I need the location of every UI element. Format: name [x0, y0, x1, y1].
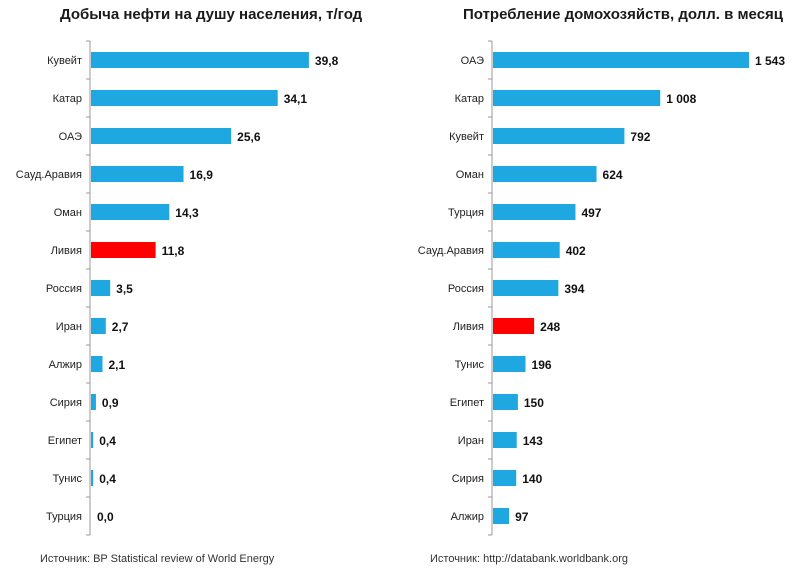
category-label: Иран [458, 435, 484, 447]
source-note: Источник: http://databank.worldbank.org [430, 553, 628, 565]
bar [91, 318, 106, 334]
category-label: Алжир [451, 511, 484, 523]
bar [91, 394, 96, 410]
bar [91, 242, 156, 258]
bar-chart-household-consumption: ОАЭ 1 543 Катар 1 008 Кувейт 792 Оман 624 Турция… [418, 40, 785, 536]
bar [493, 128, 625, 144]
category-label: Тунис [455, 359, 485, 371]
bar [493, 90, 661, 106]
bar [493, 166, 597, 182]
chart-title: Потребление домохозяйств, долл. в месяц [463, 6, 784, 23]
chart-title: Добыча нефти на душу населения, т/год [60, 6, 363, 23]
category-label: Алжир [49, 359, 82, 371]
value-label: 143 [523, 434, 543, 448]
category-label: Сауд.Аравия [418, 245, 484, 257]
value-label: 3,5 [116, 282, 133, 296]
bar [91, 204, 170, 220]
value-label: 624 [603, 168, 623, 182]
value-label: 394 [564, 282, 584, 296]
category-label: Турция [448, 207, 484, 219]
bar [493, 204, 576, 220]
bar-chart-oil-production: Кувейт 39,8 Катар 34,1 ОАЭ 25,6 Сауд.Аравия 16,… [16, 40, 339, 536]
category-label: ОАЭ [59, 131, 82, 143]
category-label: Оман [456, 169, 484, 181]
value-label: 11,8 [162, 244, 185, 258]
value-label: 16,9 [190, 168, 214, 182]
value-label: 248 [540, 320, 560, 334]
value-label: 14,3 [175, 206, 199, 220]
value-label: 97 [515, 510, 529, 524]
bar [91, 356, 103, 372]
category-label: Сирия [50, 397, 82, 409]
bar [91, 432, 94, 448]
value-label: 0,0 [97, 510, 114, 524]
value-label: 150 [524, 396, 544, 410]
value-label: 196 [532, 358, 552, 372]
category-label: Сирия [452, 473, 484, 485]
value-label: 0,9 [102, 396, 119, 410]
bar [91, 90, 278, 106]
bar [91, 128, 232, 144]
value-label: 497 [581, 206, 601, 220]
category-label: Ливия [453, 321, 484, 333]
value-label: 0,4 [99, 434, 116, 448]
bar [493, 432, 517, 448]
bar [493, 318, 535, 334]
value-label: 1 543 [755, 54, 785, 68]
category-label: Сауд.Аравия [16, 169, 82, 181]
value-label: 2,1 [108, 358, 125, 372]
chart-panel-household-consumption: Потребление домохозяйств, долл. в месяц … [400, 0, 800, 574]
value-label: 39,8 [315, 54, 339, 68]
chart-panel-oil-production: Добыча нефти на душу населения, т/год Ку… [16, 6, 363, 565]
value-label: 1 008 [666, 92, 696, 106]
category-label: Ливия [51, 245, 82, 257]
value-label: 0,4 [99, 472, 116, 486]
source-note: Источник: BP Statistical review of World… [40, 553, 275, 565]
category-label: Оман [54, 207, 82, 219]
value-label: 402 [566, 244, 586, 258]
category-label: Египет [450, 397, 484, 409]
category-label: Россия [448, 283, 484, 295]
bar [493, 280, 559, 296]
category-label: ОАЭ [461, 55, 484, 67]
value-label: 140 [522, 472, 542, 486]
category-label: Иран [56, 321, 82, 333]
bar [91, 280, 111, 296]
value-label: 792 [630, 130, 650, 144]
bar [91, 470, 94, 486]
category-label: Турция [46, 511, 82, 523]
bar [493, 242, 560, 258]
value-label: 2,7 [112, 320, 129, 334]
bar [493, 394, 518, 410]
category-label: Тунис [53, 473, 83, 485]
category-label: Россия [46, 283, 82, 295]
bar [493, 508, 510, 524]
category-label: Кувейт [47, 55, 82, 67]
value-label: 34,1 [284, 92, 308, 106]
value-label: 25,6 [237, 130, 261, 144]
bar [493, 356, 526, 372]
category-label: Катар [455, 93, 484, 105]
bar [493, 52, 749, 68]
bar [493, 470, 517, 486]
category-label: Египет [48, 435, 82, 447]
category-label: Катар [53, 93, 82, 105]
bar [91, 52, 309, 68]
bar [91, 166, 184, 182]
category-label: Кувейт [449, 131, 484, 143]
